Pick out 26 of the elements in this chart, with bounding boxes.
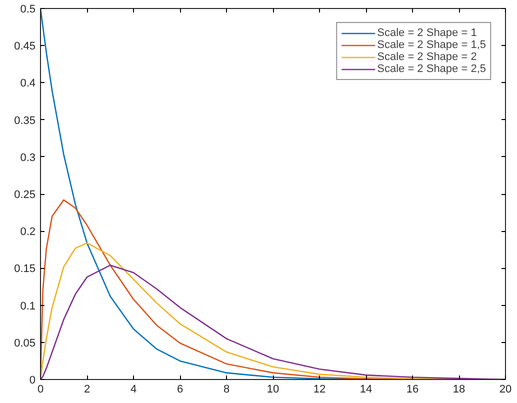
- y-tick-label: 0.15: [14, 263, 36, 276]
- x-tick-label: 12: [313, 384, 326, 396]
- y-tick-label: 0.25: [14, 189, 36, 201]
- x-tick-label: 2: [84, 384, 90, 396]
- y-tick-label: 0.3: [20, 152, 36, 164]
- x-tick-label: 10: [266, 384, 280, 396]
- x-tick-label: 0: [37, 384, 44, 396]
- y-tick-label: 0.1: [20, 300, 36, 312]
- x-tick-label: 14: [360, 384, 372, 396]
- y-tick-label: 0.05: [14, 337, 36, 350]
- x-tick-label: 6: [176, 384, 184, 396]
- legend-label: Scale = 2 Shape = 1: [377, 27, 477, 39]
- legend-label: Scale = 2 Shape = 1,5: [377, 39, 486, 51]
- legend-label: Scale = 2 Shape = 2: [377, 51, 477, 63]
- x-tick-label: 20: [499, 384, 512, 396]
- y-tick-label: 0.4: [20, 78, 36, 90]
- x-tick-label: 16: [406, 384, 419, 396]
- y-tick-label: 0.2: [20, 226, 36, 238]
- x-tick-label: 18: [452, 384, 466, 396]
- y-tick-label: 0: [29, 374, 36, 386]
- y-tick-label: 0.45: [14, 40, 36, 53]
- y-tick-label: 0.5: [20, 4, 36, 16]
- x-tick-label: 8: [223, 384, 230, 396]
- y-tick-label: 0.35: [14, 114, 36, 127]
- legend-label: Scale = 2 Shape = 2,5: [377, 63, 486, 75]
- x-tick-label: 4: [130, 384, 137, 396]
